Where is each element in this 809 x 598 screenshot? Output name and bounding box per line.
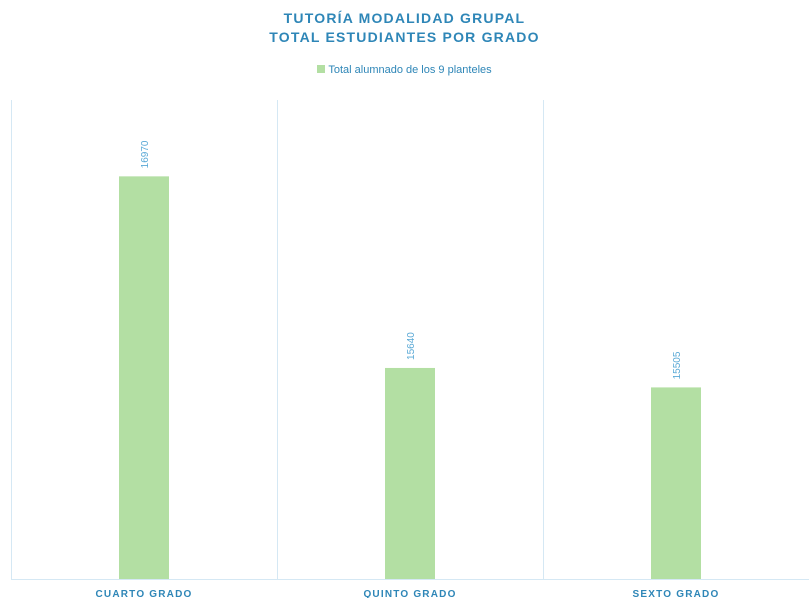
x-tick-label: CUARTO GRADO [96, 589, 193, 598]
data-label: 15640 [406, 332, 417, 360]
legend: Total alumnado de los 9 planteles [0, 64, 809, 76]
bar [385, 367, 435, 579]
bar [651, 387, 701, 579]
x-tick-label: SEXTO GRADO [633, 589, 720, 598]
chart-subtitle: TOTAL ESTUDIANTES POR GRADO [269, 29, 540, 45]
data-label: 15505 [672, 351, 683, 379]
legend-label: Total alumnado de los 9 planteles [328, 64, 492, 76]
chart-title: TUTORÍA MODALIDAD GRUPAL [283, 10, 526, 26]
x-tick-label: QUINTO GRADO [363, 589, 456, 598]
data-label: 16970 [140, 140, 151, 168]
bar [119, 176, 169, 580]
legend-swatch [317, 65, 326, 73]
